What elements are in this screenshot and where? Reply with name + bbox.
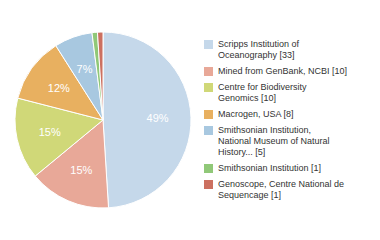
svg-text:15%: 15% [39,126,61,138]
html-text:Macrogen, USA [8]: Macrogen, USA [8] [218,109,294,119]
svg-text:15%: 15% [70,164,92,176]
html-text:Smithsonian Institution [1]: Smithsonian Institution [1] [218,163,322,173]
svg-text:7%: 7% [77,63,93,75]
html-text:Centre for Biodiversity Genomi: Centre for Biodiversity Genomics [10] [218,82,307,103]
html-text:Mined from GenBank, NCBI [10]: Mined from GenBank, NCBI [10] [218,66,348,76]
html-text:Genoscope, Centre National de: Genoscope, Centre National de Sequencage… [218,179,345,200]
html-text:Scripps Institution of Oceanog: Scripps Institution of Oceanography [33] [218,39,299,60]
html-text:Smithsonian Institution, Natio: Smithsonian Institution, National Museum… [218,125,330,157]
svg-text:49%: 49% [147,112,169,124]
svg-text:12%: 12% [48,82,70,94]
